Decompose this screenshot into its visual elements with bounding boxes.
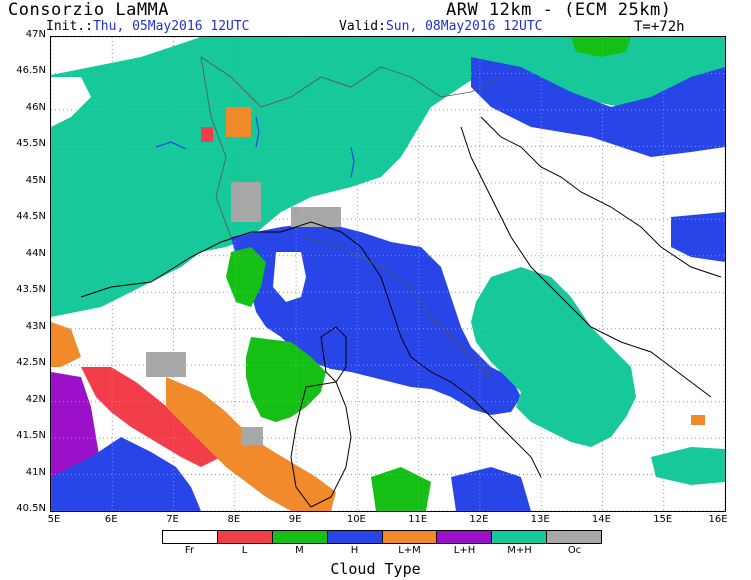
- latitude-label: 42N: [25, 393, 46, 405]
- cloud-area-h-east: [671, 212, 725, 262]
- cloud-area-mh-north: [51, 37, 725, 317]
- cloud-area-oc-ligurian: [291, 207, 341, 227]
- cloud-cells: [51, 37, 725, 511]
- legend-label: L: [241, 545, 248, 556]
- init-value: Thu, 05May2016 12UTC: [92, 19, 250, 34]
- longitude-label: 9E: [288, 514, 302, 525]
- legend-label: M+H: [507, 545, 532, 556]
- latitude-label: 47N: [25, 29, 46, 40]
- latitude-label: 42.5N: [16, 357, 46, 369]
- model-title: ARW 12km - (ECM 25km): [446, 0, 672, 20]
- cloud-area-oc-alps: [231, 182, 261, 222]
- cloud-type-map: [50, 36, 726, 512]
- cloud-area-lm-west: [51, 322, 81, 367]
- cloud-area-clear-southeast: [611, 312, 725, 482]
- coast-corsica: [320, 326, 347, 383]
- longitude-label: 14E: [591, 514, 611, 525]
- country-borders: [200, 56, 502, 378]
- legend-swatch: [163, 531, 218, 543]
- coast-sardinia: [290, 381, 352, 508]
- legend-label: M: [295, 545, 304, 556]
- cloud-area-m-south: [371, 467, 431, 511]
- cloud-area-h-ne: [471, 57, 725, 157]
- latitude-label: 46N: [25, 101, 46, 113]
- legend-swatch: [217, 531, 273, 543]
- latitude-label: 45.5N: [16, 138, 46, 150]
- longitude-label: 16E: [708, 514, 728, 525]
- latitude-label: 46.5N: [16, 65, 46, 77]
- lakes: [155, 116, 355, 178]
- coast-italy-west: [80, 221, 542, 478]
- cloud-area-lm-alps: [226, 107, 251, 137]
- cloud-area-h-sw: [51, 437, 201, 511]
- forecast-step: T=+72h: [634, 19, 685, 35]
- cloud-area-m-ne: [571, 37, 631, 57]
- brand-title: Consorzio LaMMA: [8, 0, 170, 20]
- init-label: Init.:: [46, 19, 93, 34]
- latitude-label: 43N: [25, 320, 46, 332]
- lake-maggiore: [255, 116, 260, 148]
- legend-swatch: [327, 531, 383, 543]
- cloud-area-clear-nw: [51, 77, 91, 127]
- cloud-area-h-south: [451, 467, 531, 511]
- legend-label: L+M: [398, 545, 421, 556]
- longitude-label: 11E: [408, 514, 428, 525]
- valid-label: Valid:: [339, 19, 386, 34]
- border-regions: [300, 236, 492, 378]
- border-france-italy: [200, 56, 232, 238]
- longitude-label: 12E: [469, 514, 489, 525]
- latitude-label: 44.5N: [16, 211, 46, 223]
- valid-time: Valid:Sun, 08May2016 12UTC: [339, 19, 543, 34]
- cloud-area-l-sw: [81, 367, 221, 467]
- longitude-label: 6E: [104, 514, 118, 525]
- legend-label: Fr: [184, 545, 195, 556]
- lake-geneva: [155, 141, 187, 150]
- legend-label: H: [350, 545, 359, 556]
- latitude-label: 43.5N: [16, 284, 46, 296]
- border-alps: [200, 56, 502, 108]
- latitude-label: 40.5N: [16, 503, 46, 514]
- cloud-area-oc-west: [146, 352, 186, 377]
- coast-italy-east: [460, 126, 712, 398]
- longitude-label: 7E: [166, 514, 179, 525]
- cloud-area-mh-se: [651, 447, 725, 485]
- longitude-label: 13E: [530, 514, 550, 525]
- latitude-label: 44N: [25, 247, 46, 259]
- legend-title: Cloud Type: [330, 560, 421, 578]
- legend-swatch: [382, 531, 438, 543]
- cloud-area-m-central: [246, 337, 326, 422]
- longitude-label: 8E: [227, 514, 241, 525]
- latitude-label: 45N: [25, 174, 46, 186]
- cloud-area-oc-south: [241, 427, 263, 445]
- map-canvas: [51, 37, 725, 511]
- legend-swatch: [547, 531, 601, 543]
- lake-garda: [350, 146, 355, 178]
- legend-label: L+H: [453, 545, 476, 556]
- latitude-label: 41.5N: [16, 430, 46, 442]
- legend-label: Oc: [567, 545, 582, 556]
- cloud-area-lm-east: [691, 415, 705, 425]
- longitude-label: 5E: [47, 514, 61, 525]
- cloud-area-l-alps: [201, 127, 213, 142]
- legend-swatch: [437, 531, 493, 543]
- cloud-type-legend: [162, 530, 602, 544]
- latitude-label: 41N: [25, 466, 46, 478]
- longitude-label: 15E: [653, 514, 673, 525]
- cloud-area-clear-tyrrhenian: [273, 252, 306, 302]
- longitude-label: 10E: [346, 514, 366, 525]
- lat-lon-grid: [51, 37, 725, 511]
- legend-swatch: [492, 531, 548, 543]
- coast-istria: [480, 116, 722, 278]
- coastlines: [80, 116, 722, 508]
- legend-swatch: [272, 531, 328, 543]
- init-time: Init.:Thu, 05May2016 12UTC: [46, 19, 250, 34]
- cloud-area-mh-south: [471, 267, 641, 447]
- valid-value: Sun, 08May2016 12UTC: [385, 19, 543, 34]
